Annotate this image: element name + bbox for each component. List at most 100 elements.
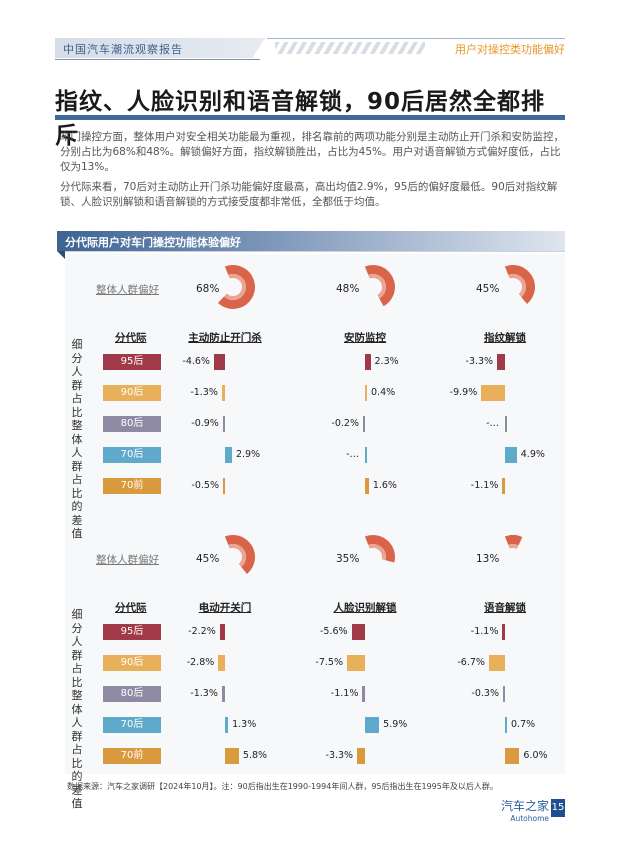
difference-value: 1.6% (372, 480, 397, 491)
overall-percentage: 35% (336, 553, 360, 565)
difference-bar (505, 717, 507, 733)
data-source-note: 数据来源：汽车之家调研【2024年10月】。注：90后指出生在1990-1994… (67, 782, 498, 791)
generation-header: 分代际 (115, 332, 147, 344)
difference-value: -6.7% (457, 657, 485, 668)
difference-value: -0.2% (331, 418, 359, 429)
difference-bar (365, 385, 367, 401)
donut-chart-icon (364, 535, 395, 563)
difference-bar (223, 478, 225, 494)
overall-preference-label: 整体人群偏好 (96, 554, 159, 566)
donut-chart-icon (504, 265, 535, 304)
difference-bar (218, 655, 225, 671)
generation-chip: 80后 (103, 416, 161, 432)
difference-bar (505, 416, 507, 432)
column-header: 指纹解锁 (484, 332, 526, 344)
difference-value: 4.9% (520, 449, 545, 460)
donut-chart-icon (217, 265, 255, 309)
difference-value: 2.3% (374, 356, 399, 367)
difference-bar (225, 717, 229, 733)
difference-bar (365, 447, 367, 463)
brand-logo: 汽车之家 Autohome (497, 797, 549, 823)
difference-value: -0.5% (191, 480, 219, 491)
difference-value: -… (346, 449, 359, 460)
difference-value: -1.1% (470, 626, 499, 637)
difference-value: 1.3% (232, 719, 257, 730)
difference-value: 5.9% (383, 719, 408, 730)
difference-bar (347, 655, 365, 671)
generation-chip: 70后 (103, 447, 161, 463)
difference-bar (503, 686, 505, 702)
page-title: 指纹、人脸识别和语音解锁，90后居然全都排斥 (55, 89, 546, 149)
difference-value: -2.2% (188, 626, 216, 637)
difference-bar (502, 478, 505, 494)
chart-panel: 整体人群偏好 68% 主动防止开门杀 48% 安防监控 45% 指纹解锁 分代际 细分人群占比整… (65, 254, 565, 810)
section-notch (57, 251, 65, 259)
header-stripes (275, 42, 425, 54)
difference-value: -9.9% (449, 387, 478, 398)
difference-value: -2.8% (186, 657, 215, 668)
difference-bar (497, 354, 505, 370)
section-underline (65, 251, 565, 252)
difference-value: 0.4% (371, 387, 396, 398)
generation-chip: 90后 (103, 655, 161, 671)
generation-chip: 70前 (103, 748, 161, 764)
difference-value: -5.6% (319, 626, 348, 637)
generation-chip: 90后 (103, 385, 161, 401)
donut-chart-icon (504, 535, 523, 549)
difference-bar (502, 624, 505, 640)
overall-percentage: 45% (196, 553, 220, 565)
difference-bar (365, 354, 371, 370)
paragraph-1: 车门操控方面，整体用户对安全相关功能最为重视，排名靠前的两项功能分别是主动防止开… (60, 131, 564, 173)
difference-bar (357, 748, 365, 764)
difference-bar (365, 478, 369, 494)
difference-value: -4.6% (182, 356, 210, 367)
difference-bar (221, 686, 225, 702)
difference-value: -3.3% (325, 750, 354, 761)
header-topline (267, 38, 565, 39)
difference-value: -0.9% (191, 418, 219, 429)
difference-value: -1.1% (330, 688, 359, 699)
column-header: 安防监控 (344, 332, 386, 344)
overall-percentage: 68% (196, 283, 220, 295)
difference-value: 0.7% (511, 719, 536, 730)
overall-preference-label: 整体人群偏好 (96, 284, 159, 296)
column-header: 人脸识别解锁 (333, 602, 397, 614)
section-title: 分代际用户对车门操控功能体验偏好 (57, 231, 565, 251)
difference-bar (505, 447, 517, 463)
side-axis-label: 细分人群占比整体人群占比的差值 (71, 608, 83, 810)
title-underline (55, 115, 565, 120)
difference-bar (362, 686, 365, 702)
column-header: 主动防止开门杀 (188, 332, 262, 344)
difference-value: -1.1% (470, 480, 499, 491)
difference-bar (351, 624, 365, 640)
report-header: 中国汽车潮流观察报告 用户对操控类功能偏好 (55, 38, 565, 60)
difference-value: -0.3% (471, 688, 499, 699)
difference-value: -3.3% (465, 356, 494, 367)
section-tag: 用户对操控类功能偏好 (455, 43, 565, 56)
difference-value: -1.3% (190, 387, 218, 398)
difference-bar (225, 447, 232, 463)
column-header: 电动开关门 (198, 602, 252, 614)
brand-name-cn: 汽车之家 (500, 799, 549, 813)
overall-percentage: 45% (476, 283, 500, 295)
generation-chip: 95后 (103, 624, 161, 640)
column-header: 语音解锁 (484, 602, 526, 614)
page-number: 15 (551, 799, 565, 817)
donut-chart-icon (364, 265, 395, 307)
generation-chip: 95后 (103, 354, 161, 370)
difference-bar (222, 416, 225, 432)
difference-bar (365, 717, 380, 733)
header-divider (55, 59, 260, 60)
difference-bar (505, 748, 520, 764)
difference-bar (481, 385, 505, 401)
difference-bar (221, 385, 225, 401)
difference-bar (488, 655, 505, 671)
side-axis-label: 细分人群占比整体人群占比的差值 (71, 338, 83, 540)
difference-bar (213, 354, 225, 370)
generation-chip: 80后 (103, 686, 161, 702)
generation-header: 分代际 (115, 602, 147, 614)
paragraph-2: 分代际来看，70后对主动防止开门杀功能偏好度最高，高出均值2.9%，95后的偏好… (60, 181, 558, 208)
difference-bar (225, 748, 239, 764)
report-title: 中国汽车潮流观察报告 (55, 38, 265, 58)
difference-bar (363, 416, 365, 432)
